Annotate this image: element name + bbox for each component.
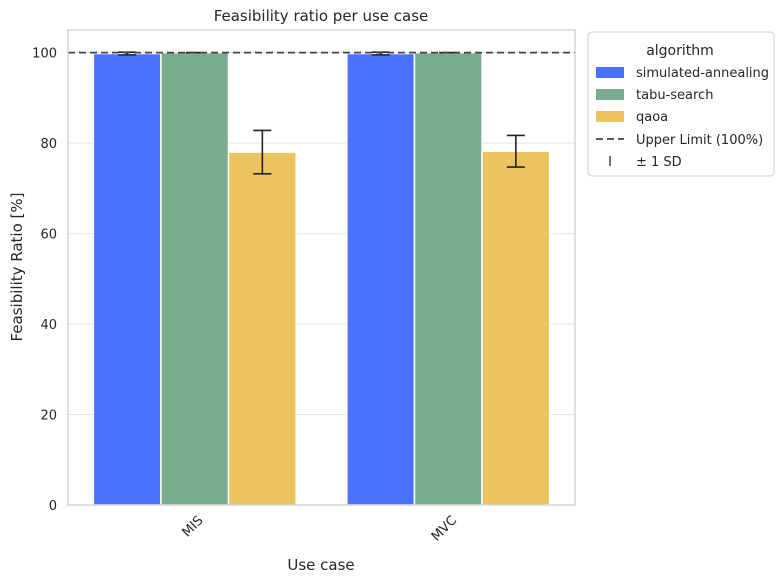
y-tick-label: 100 bbox=[32, 47, 57, 62]
y-tick-label: 60 bbox=[40, 228, 57, 243]
x-tick-label: MVC bbox=[429, 513, 460, 544]
y-axis-ticks: 0 20 40 60 80 100 bbox=[32, 47, 57, 514]
x-axis-label: Use case bbox=[287, 556, 354, 574]
x-axis-ticks: MIS MVC bbox=[179, 513, 460, 544]
legend-sd-symbol: I bbox=[608, 155, 612, 170]
bar bbox=[227, 151, 297, 506]
bar bbox=[160, 51, 230, 506]
x-tick-label: MIS bbox=[179, 513, 206, 540]
bar bbox=[481, 150, 551, 506]
legend-label: simulated-annealing bbox=[636, 66, 769, 81]
chart-title: Feasibility ratio per use case bbox=[214, 7, 429, 25]
bar bbox=[413, 51, 483, 506]
legend-label: tabu-search bbox=[636, 88, 713, 103]
plot-frame bbox=[67, 29, 576, 506]
y-tick-label: 0 bbox=[49, 499, 57, 514]
legend-title: algorithm bbox=[646, 43, 714, 59]
y-tick-label: 40 bbox=[40, 318, 57, 333]
legend-swatch bbox=[596, 67, 624, 78]
y-tick-label: 80 bbox=[40, 137, 57, 152]
legend-frame bbox=[587, 31, 775, 177]
legend: algorithm simulated-annealing tabu-search… bbox=[587, 31, 775, 177]
bar bbox=[92, 52, 162, 506]
bar bbox=[346, 52, 416, 506]
legend-label: qaoa bbox=[636, 110, 668, 125]
y-tick-label: 20 bbox=[40, 409, 57, 424]
legend-sd-label: ± 1 SD bbox=[636, 155, 682, 170]
legend-swatch bbox=[596, 89, 624, 100]
y-axis-label: Feasibility Ratio [%] bbox=[8, 193, 26, 342]
legend-upper-limit-label: Upper Limit (100%) bbox=[636, 133, 763, 148]
legend-swatch bbox=[596, 111, 624, 122]
bars bbox=[92, 51, 551, 506]
